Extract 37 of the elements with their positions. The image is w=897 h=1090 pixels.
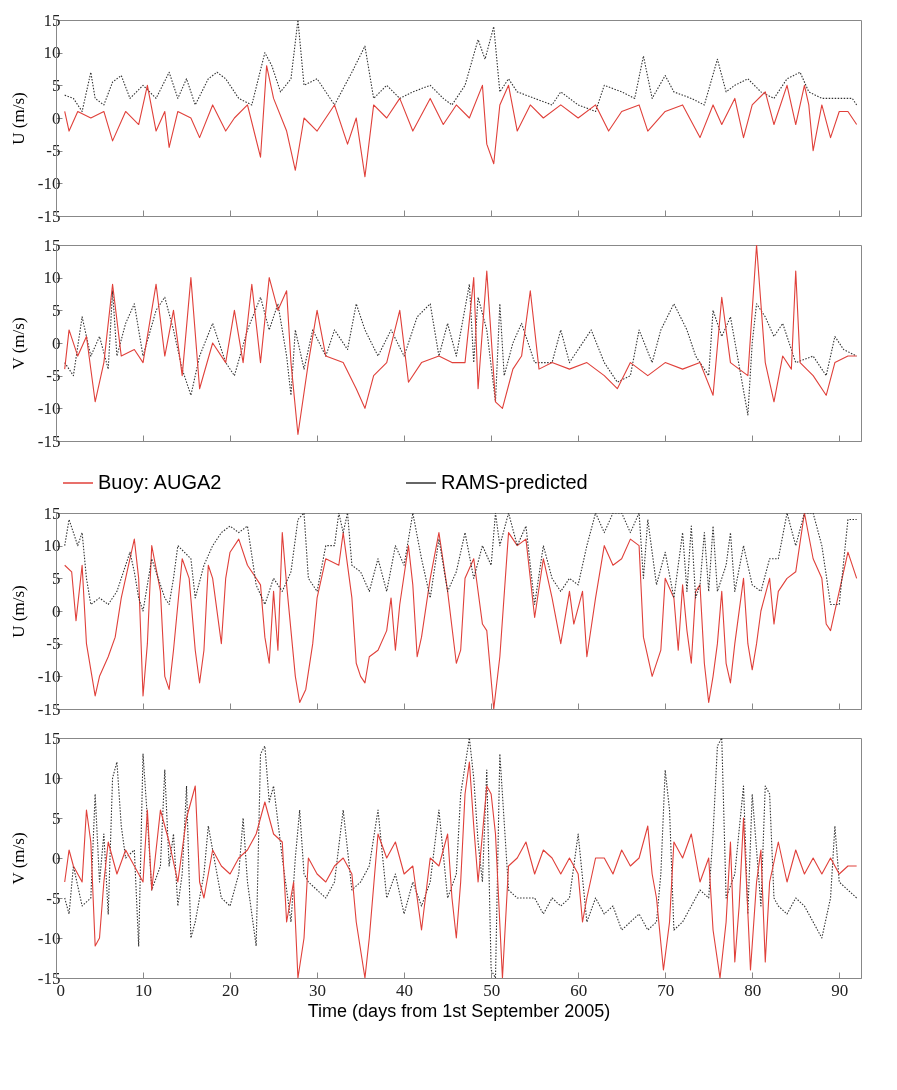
x-tick-label: 30: [309, 980, 327, 1000]
line-series: [64, 65, 858, 178]
y-tick-label: -15: [37, 699, 61, 719]
y-tick-label: 15: [43, 503, 61, 523]
y-tick-label: -10: [37, 398, 61, 418]
x-axis-title: Time (days from 1st September 2005): [307, 1000, 611, 1021]
line-series: [64, 245, 858, 436]
legend-label: RAMS-predicted: [441, 471, 588, 493]
y-tick-label: 10: [43, 43, 61, 63]
x-tick-label: 20: [222, 980, 240, 1000]
y-tick-label: -10: [37, 173, 61, 193]
x-tick-label: 10: [135, 980, 153, 1000]
y-tick-label: -15: [37, 206, 61, 226]
x-tick-label: 60: [570, 980, 588, 1000]
line-series: [64, 513, 858, 709]
y-tick-label: 15: [43, 10, 61, 30]
y-axis-title: V (m/s): [8, 832, 28, 885]
x-tick-label: 70: [657, 980, 675, 1000]
line-series: [64, 20, 858, 113]
x-tick-label: 40: [396, 980, 414, 1000]
legend-label: Buoy: AUGA2: [98, 471, 222, 493]
y-tick-label: 15: [43, 728, 61, 748]
y-tick-label: 10: [43, 536, 61, 556]
x-tick-label: 80: [744, 980, 762, 1000]
y-tick-label: 15: [43, 235, 61, 255]
line-series: [64, 513, 858, 612]
y-tick-label: 10: [43, 268, 61, 288]
line-series: [64, 283, 858, 416]
x-tick-label: 50: [483, 980, 501, 1000]
y-tick-label: -15: [37, 431, 61, 451]
y-axis-title: U (m/s): [8, 92, 28, 145]
y-axis-title: V (m/s): [8, 317, 28, 370]
y-tick-label: -10: [37, 666, 61, 686]
y-tick-label: 10: [43, 768, 61, 788]
y-axis-title: U (m/s): [8, 585, 28, 638]
x-tick-label: 90: [831, 980, 849, 1000]
y-tick-label: -10: [37, 928, 61, 948]
